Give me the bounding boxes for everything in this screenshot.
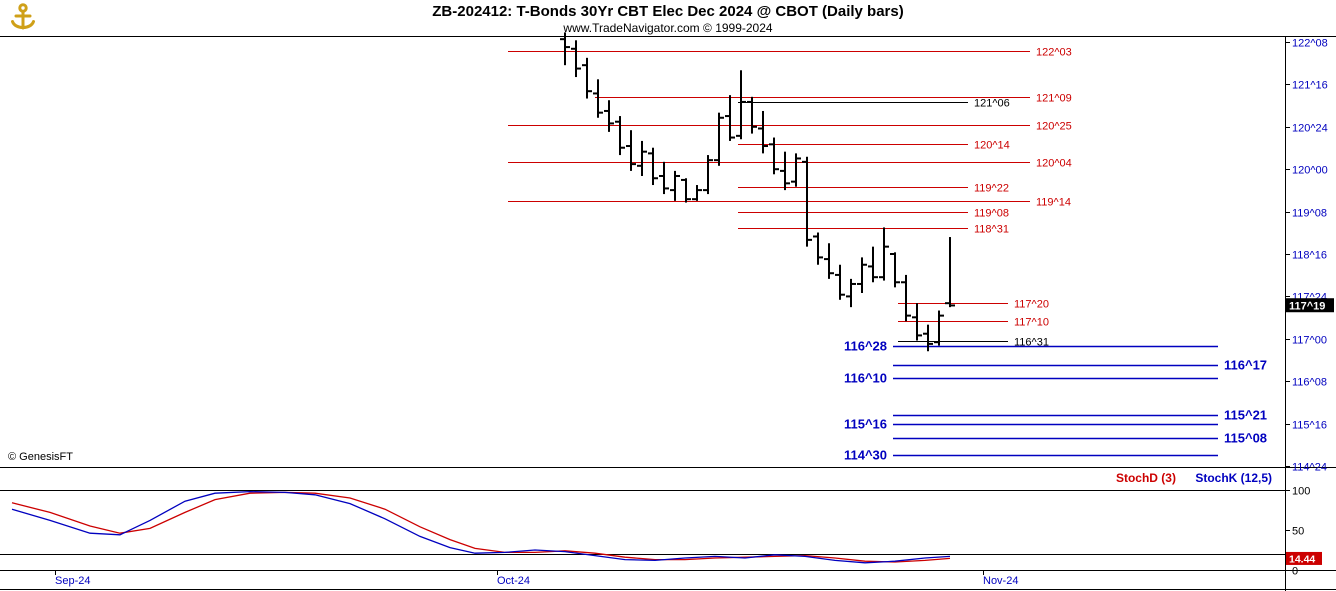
stoch-value: 14.44 xyxy=(1289,553,1315,565)
stochd-legend-label[interactable]: StochD (3) xyxy=(1115,471,1176,485)
level-label-116^10: 116^10 xyxy=(844,371,887,386)
price-axis-label: 120^24 xyxy=(1292,123,1328,135)
price-axis-label: 122^08 xyxy=(1292,38,1328,50)
level-label-121^06: 121^06 xyxy=(974,98,1010,110)
genesisft-logo-icon xyxy=(8,2,38,34)
stoch-axis-label: 0 xyxy=(1292,566,1298,578)
date-axis-label: Sep-24 xyxy=(55,575,90,587)
level-label-120^04: 120^04 xyxy=(1036,158,1072,170)
level-label-120^14: 120^14 xyxy=(974,140,1010,152)
level-label-116^17: 116^17 xyxy=(1224,358,1267,373)
price-axis-label: 116^08 xyxy=(1292,377,1327,389)
level-label-116^28: 116^28 xyxy=(844,339,887,354)
level-label-119^08: 119^08 xyxy=(974,208,1009,220)
level-label-119^14: 119^14 xyxy=(1036,197,1071,209)
stoch-value-badge xyxy=(1286,551,1322,565)
price-axis-label: 120^00 xyxy=(1292,165,1328,177)
current-price-value: 117^19 xyxy=(1289,301,1325,313)
level-label-114^30: 114^30 xyxy=(844,448,887,463)
level-label-122^03: 122^03 xyxy=(1036,47,1072,59)
current-price-badge xyxy=(1286,298,1334,313)
level-label-115^08: 115^08 xyxy=(1224,431,1267,446)
price-axis-label: 121^16 xyxy=(1292,80,1328,92)
stoch-line-StochK (12,5)[interactable] xyxy=(11,490,951,564)
stoch-axis-label: 50 xyxy=(1292,526,1304,538)
page-title: ZB-202412: T-Bonds 30Yr CBT Elec Dec 202… xyxy=(432,3,904,20)
price-axis-label: 117^00 xyxy=(1292,335,1327,347)
price-axis-label: 115^16 xyxy=(1292,420,1327,432)
level-label-115^21: 115^21 xyxy=(1224,408,1267,423)
date-axis-label: Oct-24 xyxy=(497,575,530,587)
date-axis-label: Nov-24 xyxy=(983,575,1018,587)
price-axis-label: 114^24 xyxy=(1292,462,1327,474)
level-label-115^16: 115^16 xyxy=(844,417,887,432)
page-subtitle: www.TradeNavigator.com © 1999-2024 xyxy=(563,21,773,35)
genesisft-watermark: © GenesisFT xyxy=(8,451,73,463)
level-label-120^25: 120^25 xyxy=(1036,121,1072,133)
price-axis-label: 119^08 xyxy=(1292,208,1327,220)
level-label-118^31: 118^31 xyxy=(974,224,1009,236)
level-label-121^09: 121^09 xyxy=(1036,93,1072,105)
stochk-legend-label[interactable]: StochK (12,5) xyxy=(1195,471,1272,485)
stoch-line-StochD (3)[interactable] xyxy=(11,491,951,563)
indicator-legend: StochD (3) StochK (12,5) xyxy=(0,471,1272,485)
level-label-119^22: 119^22 xyxy=(974,183,1009,195)
level-label-116^31: 116^31 xyxy=(1014,337,1049,349)
level-label-117^10: 117^10 xyxy=(1014,317,1049,329)
price-axis-label: 118^16 xyxy=(1292,250,1327,262)
level-label-117^20: 117^20 xyxy=(1014,299,1049,311)
stoch-axis-label: 100 xyxy=(1292,486,1310,498)
